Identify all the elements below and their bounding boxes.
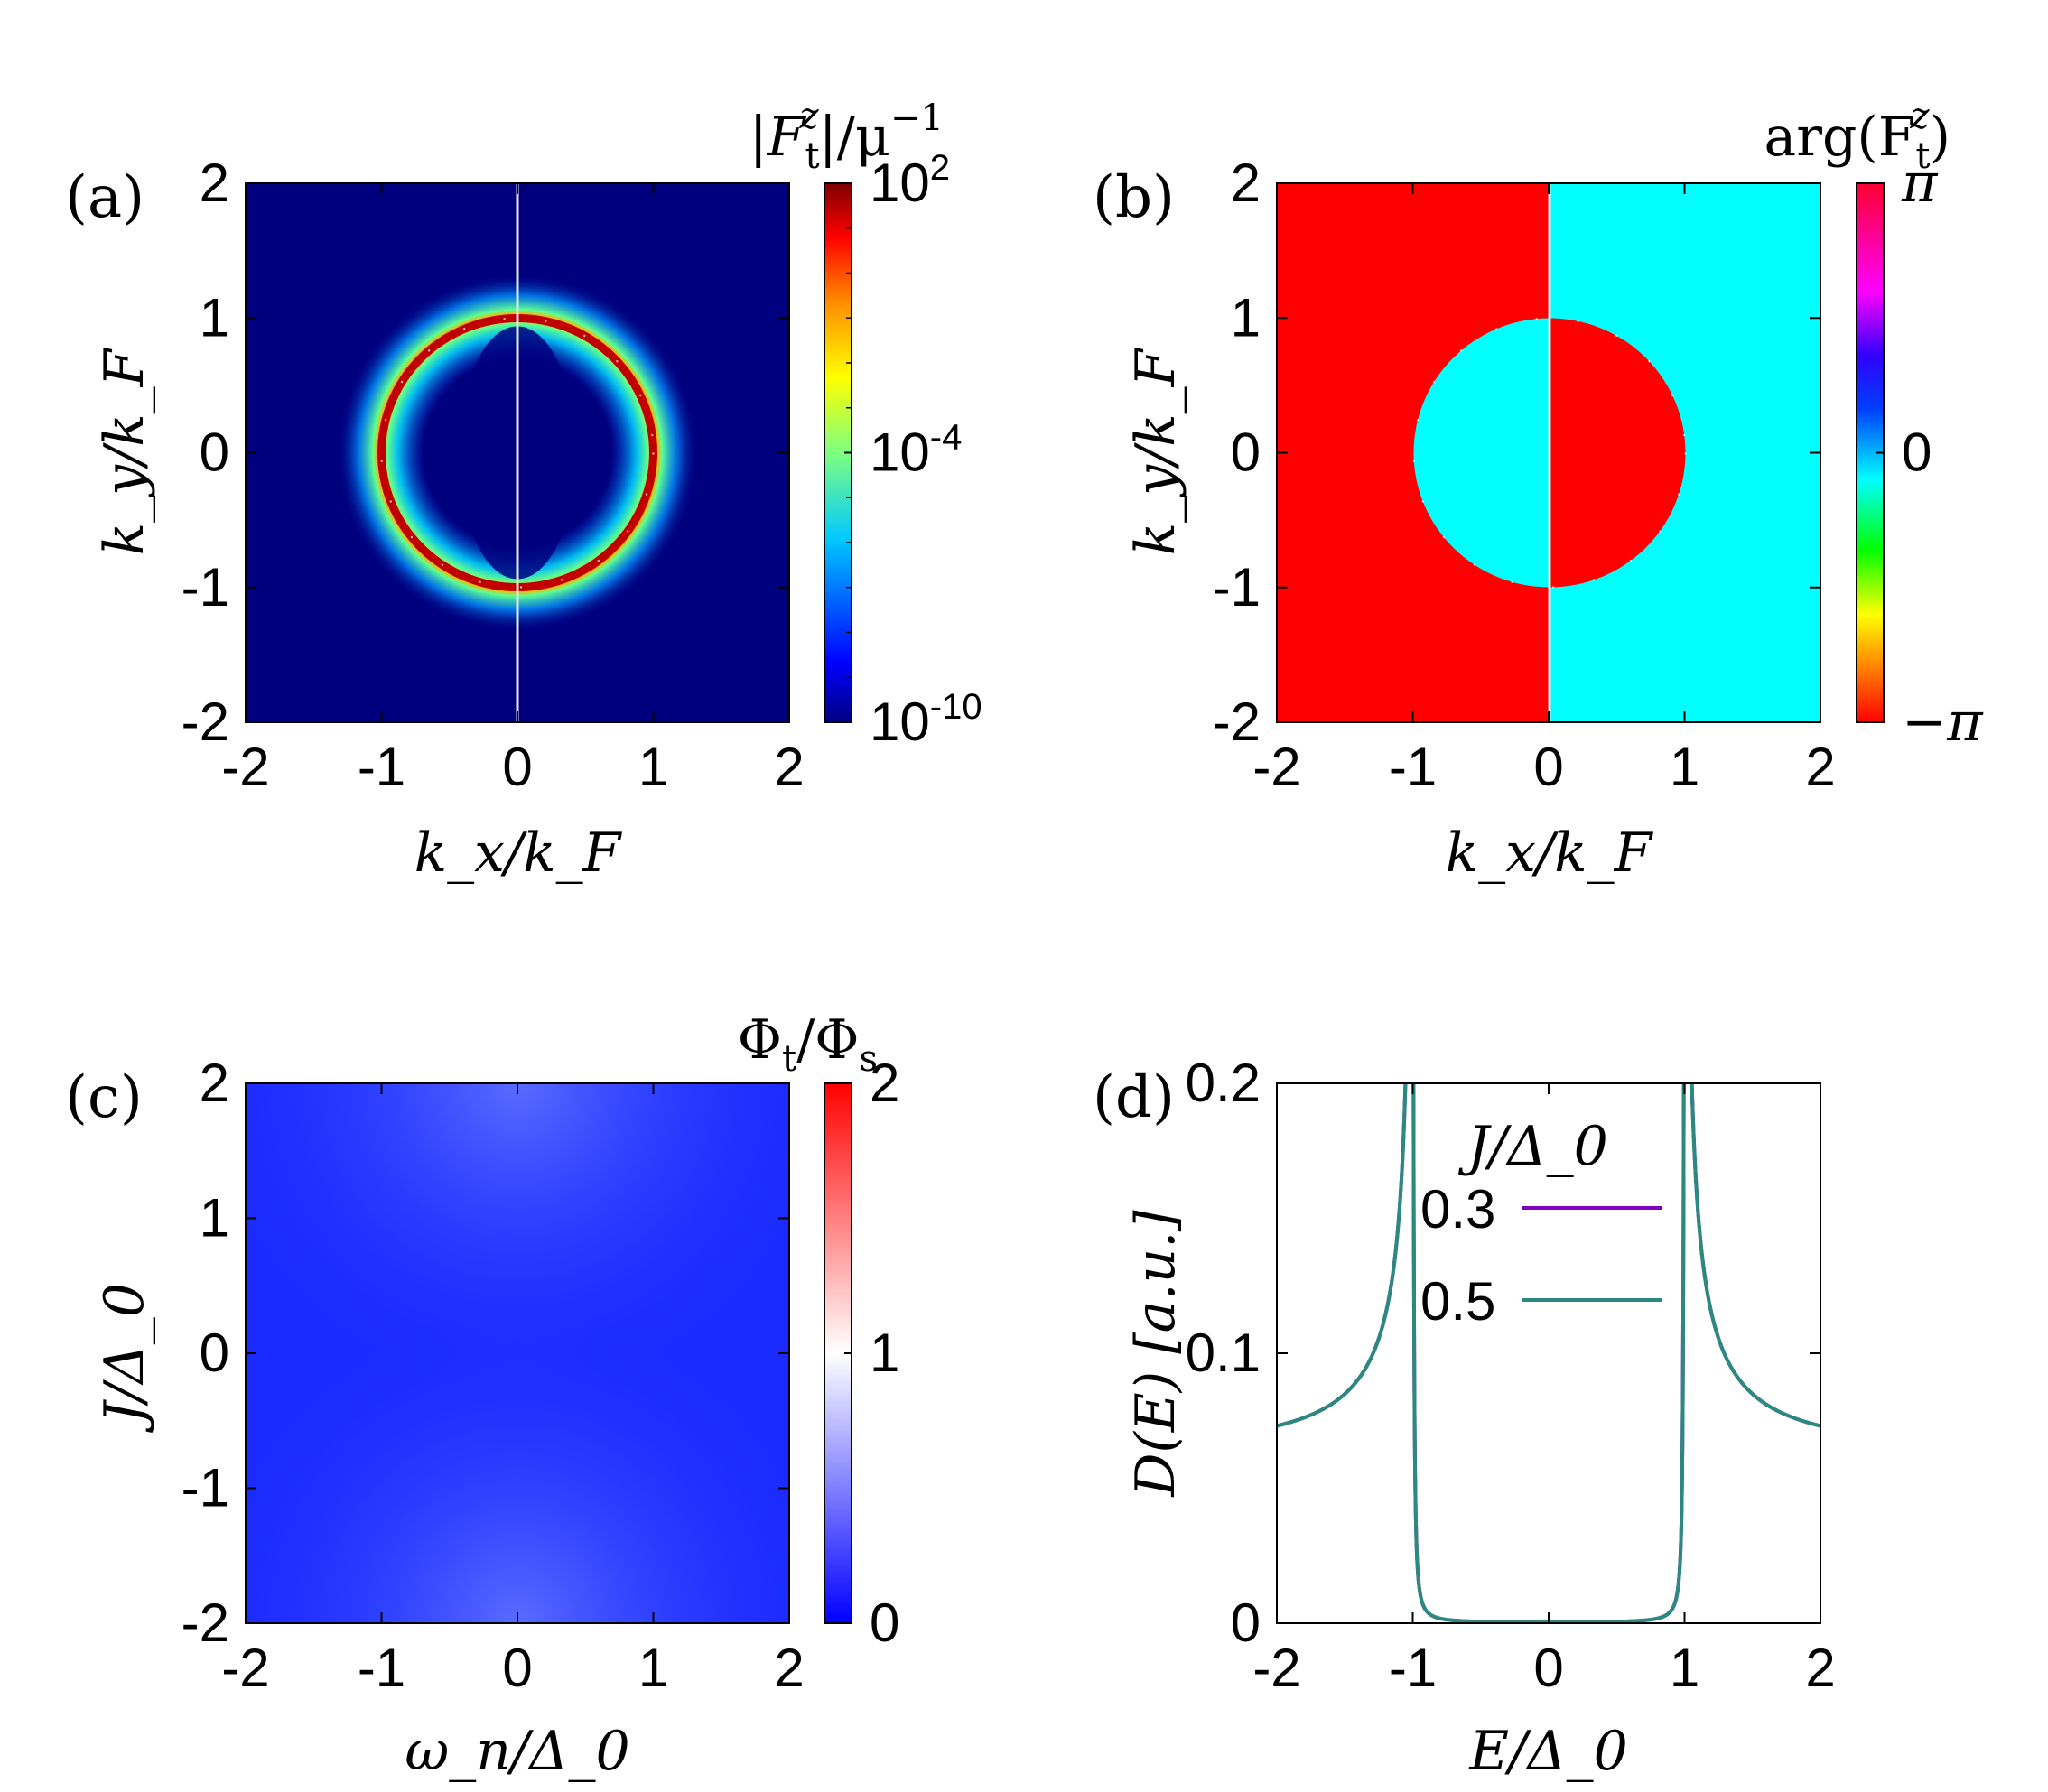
ytick-label: -2 bbox=[1213, 692, 1261, 752]
panel-d-label: (d) bbox=[1093, 1064, 1175, 1131]
panel-b-inner-right bbox=[1550, 318, 1686, 588]
ytick-label: -1 bbox=[1213, 557, 1261, 617]
xtick-label: 0 bbox=[1533, 737, 1563, 797]
xtick-label: 0 bbox=[1533, 1638, 1563, 1698]
xtick-label: -2 bbox=[1252, 1638, 1300, 1698]
colorbar-tick-label: −π bbox=[1902, 691, 1984, 754]
colorbar-tick-label: 102 bbox=[870, 148, 950, 213]
xtick-label: -1 bbox=[358, 1638, 405, 1698]
ytick-label: 0 bbox=[200, 1323, 229, 1383]
ytick-label: 0.1 bbox=[1186, 1323, 1261, 1383]
panel-a-colorbar-title: |Ftz|/μ−1 bbox=[749, 96, 944, 177]
ytick-label: 0 bbox=[1231, 1592, 1261, 1653]
panel-a: -2 -1 0 1 2 2 1 0 -1 -2 102 10-4 10-10 bbox=[182, 148, 982, 797]
xtick-label: 2 bbox=[774, 1638, 804, 1698]
panel-b-label: (b) bbox=[1093, 164, 1175, 231]
panel-b: -2 -1 0 1 2 2 1 0 -1 -2 π 0 −π bbox=[1213, 152, 1985, 797]
ytick-label: -1 bbox=[182, 557, 229, 617]
panel-b-colorbar-title: arg(Ftz) bbox=[1764, 96, 1950, 177]
xtick-label: 0 bbox=[502, 737, 532, 797]
panel-c: -2 -1 0 1 2 2 1 0 -1 -2 2 1 0 bbox=[182, 1053, 900, 1698]
panel-c-label: (c) bbox=[65, 1064, 143, 1131]
colorbar-tick-label: 0 bbox=[870, 1592, 899, 1653]
panel-c-xlabel: ω_n/Δ_0 bbox=[405, 1720, 629, 1783]
ytick-label: -2 bbox=[182, 692, 229, 752]
xtick-label: 1 bbox=[1670, 737, 1699, 797]
xtick-label: 1 bbox=[638, 737, 668, 797]
legend-label-0.5: 0.5 bbox=[1420, 1271, 1495, 1332]
xtick-label: 1 bbox=[1670, 1638, 1699, 1698]
xtick-label: 0 bbox=[502, 1638, 532, 1698]
ytick-label: 2 bbox=[200, 1053, 229, 1113]
panel-d-ylabel: D(E) [a.u.] bbox=[1124, 1210, 1187, 1498]
legend-label-0.3: 0.3 bbox=[1420, 1179, 1495, 1240]
colorbar-tick-label: 1 bbox=[870, 1323, 899, 1383]
legend-title: J/Δ_0 bbox=[1457, 1115, 1608, 1178]
ytick-label: -2 bbox=[182, 1592, 229, 1653]
panel-a-ylabel: k_y/k_F bbox=[93, 347, 156, 555]
xtick-label: -1 bbox=[358, 737, 405, 797]
colorbar-tick-label: 0 bbox=[1902, 422, 1932, 483]
ytick-label: 0 bbox=[1231, 422, 1261, 483]
ytick-label: 2 bbox=[1231, 153, 1261, 213]
panel-b-ylabel: k_y/k_F bbox=[1124, 347, 1187, 555]
colorbar-tick-label: 2 bbox=[870, 1053, 899, 1113]
panel-a-label: (a) bbox=[65, 164, 144, 231]
panel-c-colorbar-title: Φt/Φs bbox=[738, 1008, 878, 1080]
xtick-label: -2 bbox=[221, 737, 269, 797]
panel-a-ring-dots bbox=[380, 317, 655, 589]
xtick-label: -2 bbox=[221, 1638, 269, 1698]
colorbar-tick-label: 10-10 bbox=[870, 687, 982, 752]
xtick-label: 2 bbox=[1805, 1638, 1835, 1698]
ytick-label: -1 bbox=[182, 1458, 229, 1518]
ytick-label: 1 bbox=[1231, 287, 1261, 348]
panel-d: -2 -1 0 1 2 0.2 0.1 0 J/Δ_0 0.3 0.5 bbox=[1186, 1053, 1836, 1698]
ytick-label: 0 bbox=[200, 422, 229, 483]
xtick-label: 2 bbox=[1805, 737, 1835, 797]
xtick-label: 1 bbox=[638, 1638, 668, 1698]
ytick-label: 1 bbox=[200, 1188, 229, 1249]
xtick-label: -1 bbox=[1389, 1638, 1437, 1698]
ytick-label: 2 bbox=[200, 153, 229, 213]
panel-c-ylabel: J/Δ_0 bbox=[93, 1283, 156, 1434]
panel-b-inner-left bbox=[1413, 318, 1550, 588]
panel-b-xlabel: k_x/k_F bbox=[1446, 822, 1654, 885]
panel-a-xlabel: k_x/k_F bbox=[414, 822, 623, 885]
ytick-label: 0.2 bbox=[1186, 1053, 1261, 1113]
panel-d-xlabel: E/Δ_0 bbox=[1468, 1720, 1628, 1783]
xtick-label: -2 bbox=[1252, 737, 1300, 797]
xtick-label: 2 bbox=[774, 737, 804, 797]
xtick-label: -1 bbox=[1389, 737, 1437, 797]
colorbar-tick-label: π bbox=[1901, 152, 1939, 215]
colorbar-tick-label: 10-4 bbox=[870, 418, 962, 483]
legend: J/Δ_0 0.3 0.5 bbox=[1420, 1115, 1662, 1332]
ytick-label: 1 bbox=[200, 287, 229, 348]
